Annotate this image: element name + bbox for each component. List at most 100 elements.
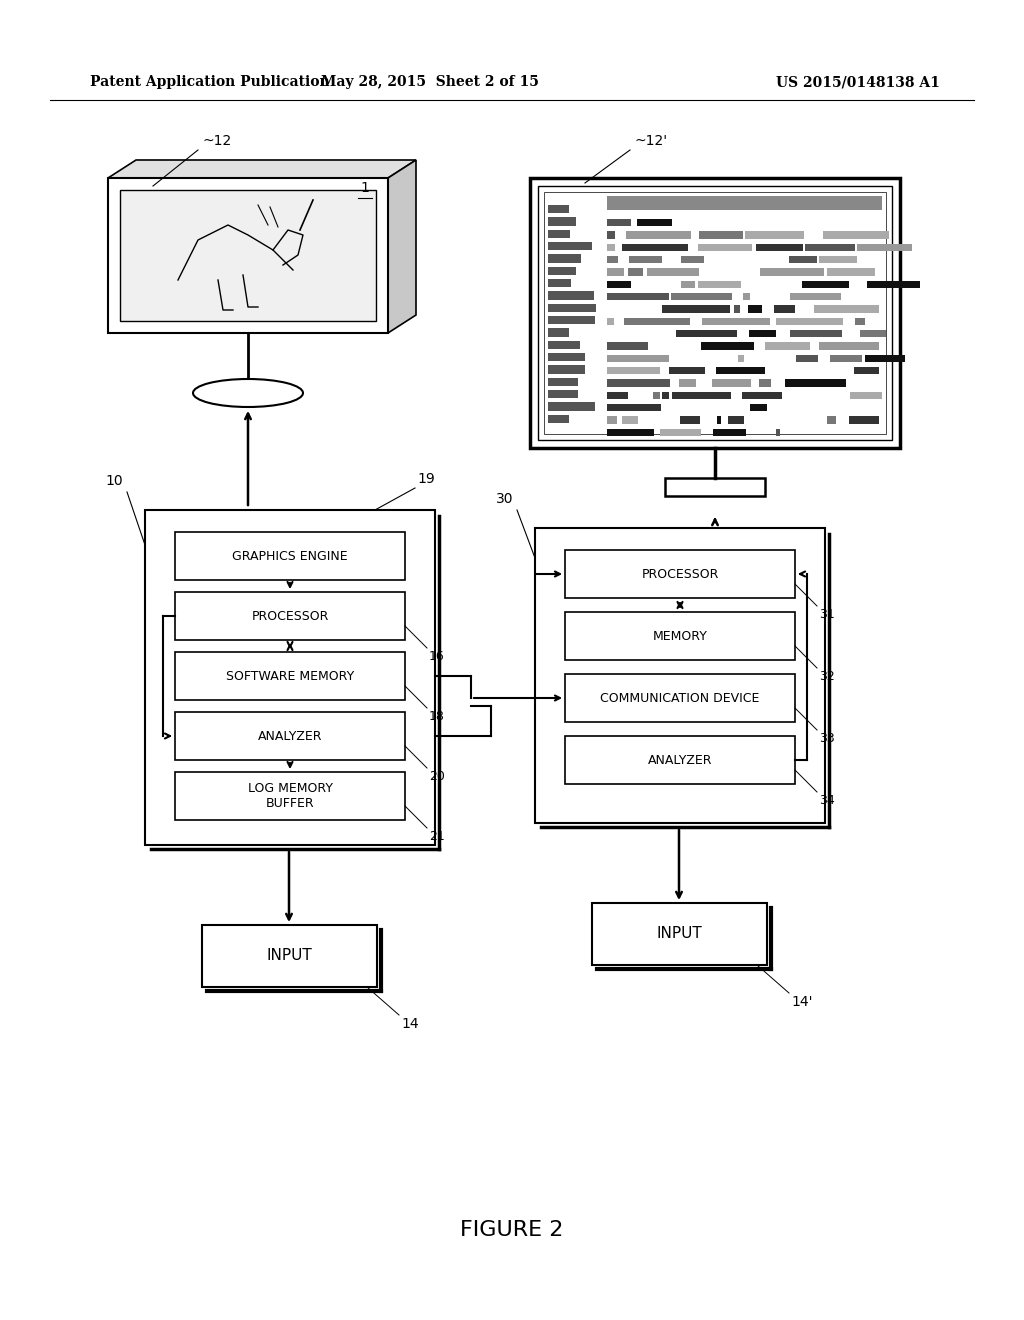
Bar <box>790 293 841 301</box>
Text: 14: 14 <box>401 1016 419 1031</box>
Bar <box>671 293 732 301</box>
Bar <box>535 528 825 822</box>
Bar <box>607 318 614 325</box>
Bar <box>712 379 751 387</box>
Bar <box>548 230 570 238</box>
Polygon shape <box>108 160 416 178</box>
Text: 10: 10 <box>105 474 123 488</box>
Bar <box>653 392 660 399</box>
Bar <box>805 244 855 251</box>
Bar <box>607 416 617 424</box>
Bar <box>548 255 581 263</box>
Text: 33: 33 <box>819 733 835 744</box>
Bar <box>669 367 705 375</box>
Bar <box>698 281 741 288</box>
Bar <box>672 392 731 399</box>
Bar <box>548 341 580 348</box>
Bar <box>548 267 575 275</box>
Bar <box>860 330 886 338</box>
Bar <box>544 191 886 434</box>
Bar <box>823 231 889 239</box>
Bar <box>628 268 643 276</box>
Text: ~12: ~12 <box>203 135 232 148</box>
Text: ANALYZER: ANALYZER <box>258 730 323 742</box>
Text: FIGURE 2: FIGURE 2 <box>461 1220 563 1239</box>
Text: 30: 30 <box>496 492 513 506</box>
Text: COMMUNICATION DEVICE: COMMUNICATION DEVICE <box>600 692 760 705</box>
Bar <box>548 414 569 422</box>
Bar <box>716 367 765 375</box>
Bar <box>145 510 435 845</box>
Bar <box>759 379 771 387</box>
Text: Patent Application Publication: Patent Application Publication <box>90 75 330 88</box>
Bar <box>548 352 585 362</box>
Bar <box>607 404 662 412</box>
Text: 34: 34 <box>819 795 835 807</box>
Bar <box>776 429 780 436</box>
Bar <box>624 318 690 325</box>
Text: 32: 32 <box>819 671 835 682</box>
Bar <box>819 256 857 263</box>
Bar <box>622 416 638 424</box>
Bar <box>865 355 905 362</box>
Bar <box>175 772 406 820</box>
Bar <box>660 429 701 436</box>
Bar <box>548 292 594 300</box>
Bar <box>629 256 662 263</box>
Bar <box>790 330 842 338</box>
Bar <box>108 178 388 333</box>
Bar <box>713 429 746 436</box>
Bar <box>855 318 865 325</box>
Bar <box>565 612 795 660</box>
Text: ~12': ~12' <box>635 135 668 148</box>
Bar <box>802 281 849 288</box>
Ellipse shape <box>193 379 303 407</box>
Bar <box>538 186 892 440</box>
Bar <box>701 342 754 350</box>
Bar <box>607 195 882 210</box>
Bar <box>548 279 571 288</box>
Bar <box>607 268 624 276</box>
Bar <box>814 305 879 313</box>
Bar <box>530 178 900 447</box>
Bar <box>202 925 377 987</box>
Bar <box>607 379 670 387</box>
Bar <box>774 305 795 313</box>
Bar <box>681 281 695 288</box>
Bar <box>850 392 882 399</box>
Bar <box>676 330 737 338</box>
Text: US 2015/0148138 A1: US 2015/0148138 A1 <box>776 75 940 88</box>
Bar <box>698 244 752 251</box>
Bar <box>738 355 744 362</box>
Bar <box>849 416 879 424</box>
Bar <box>742 392 782 399</box>
Bar <box>647 268 699 276</box>
Text: PROCESSOR: PROCESSOR <box>641 568 719 581</box>
Text: MEMORY: MEMORY <box>652 630 708 643</box>
Bar <box>565 737 795 784</box>
Bar <box>765 342 810 350</box>
Bar <box>592 903 767 965</box>
Bar <box>637 219 672 226</box>
Bar <box>745 231 804 239</box>
Polygon shape <box>388 160 416 333</box>
Bar <box>785 379 846 387</box>
Bar <box>827 416 836 424</box>
Text: INPUT: INPUT <box>266 949 312 964</box>
Bar <box>867 281 920 288</box>
Bar <box>699 231 743 239</box>
Bar <box>830 355 862 362</box>
Text: 21: 21 <box>429 830 444 843</box>
Bar <box>548 315 595 325</box>
Bar <box>665 478 765 496</box>
Bar <box>760 268 824 276</box>
Bar <box>728 416 744 424</box>
Bar <box>548 304 596 312</box>
Text: ANALYZER: ANALYZER <box>648 754 713 767</box>
Text: 16: 16 <box>429 649 444 663</box>
Text: 18: 18 <box>429 710 444 723</box>
Bar <box>607 367 660 375</box>
Bar <box>548 403 595 411</box>
Text: GRAPHICS ENGINE: GRAPHICS ENGINE <box>232 549 348 562</box>
Text: INPUT: INPUT <box>656 927 701 941</box>
